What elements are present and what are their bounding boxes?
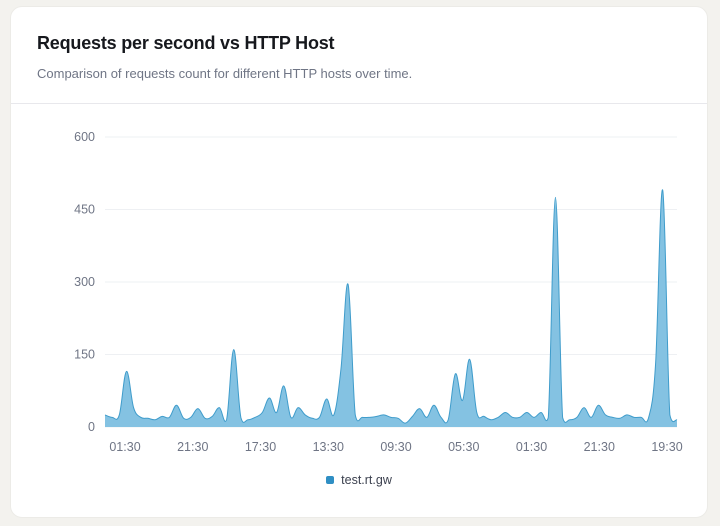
y-tick-label: 300	[74, 275, 95, 289]
series-line	[104, 189, 678, 424]
legend-label: test.rt.gw	[341, 473, 392, 487]
grid-lines	[105, 136, 677, 428]
series-layer	[104, 189, 678, 427]
legend-swatch	[326, 476, 335, 484]
chart-area: 0 150 300 450 600 01:30 21:30 17:30 13:30 09:30 0…	[11, 107, 707, 517]
x-tick-label: 21:30	[177, 440, 208, 454]
x-axis: 01:30 21:30 17:30 13:30 09:30 05:30 01:30 21:30…	[109, 440, 682, 454]
card-header: Requests per second vs HTTP Host Compari…	[11, 7, 707, 104]
chart-subtitle: Comparison of requests count for differe…	[37, 66, 413, 81]
y-axis: 0 150 300 450 600	[74, 130, 95, 434]
chart-title: Requests per second vs HTTP Host	[37, 33, 335, 53]
y-tick-label: 600	[74, 130, 95, 144]
x-tick-label: 01:30	[109, 440, 140, 454]
x-tick-label: 01:30	[516, 440, 547, 454]
x-tick-label: 05:30	[448, 440, 479, 454]
series-area[interactable]	[105, 189, 677, 427]
y-tick-label: 150	[74, 348, 95, 362]
x-tick-label: 13:30	[313, 440, 344, 454]
x-tick-label: 19:30	[651, 440, 682, 454]
chart-legend[interactable]: test.rt.gw	[11, 473, 707, 487]
chart-card: Requests per second vs HTTP Host Compari…	[10, 6, 708, 518]
x-tick-label: 17:30	[245, 440, 276, 454]
y-tick-label: 450	[74, 203, 95, 217]
x-tick-label: 09:30	[380, 440, 411, 454]
x-tick-label: 21:30	[584, 440, 615, 454]
y-tick-label: 0	[88, 420, 95, 434]
